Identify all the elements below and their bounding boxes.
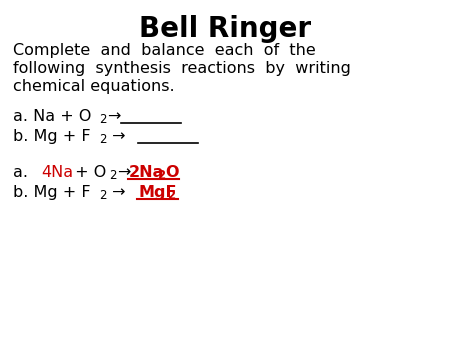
Text: 4Na: 4Na xyxy=(42,165,74,180)
Text: O: O xyxy=(165,165,179,180)
Text: 2: 2 xyxy=(157,169,166,182)
Text: 2: 2 xyxy=(109,169,117,182)
Text: 2: 2 xyxy=(99,189,107,202)
Text: 2: 2 xyxy=(99,113,107,126)
Text: Complete  and  balance  each  of  the: Complete and balance each of the xyxy=(13,43,316,58)
Text: + O: + O xyxy=(71,165,107,180)
Text: →: → xyxy=(108,129,131,144)
Text: b. Mg + F: b. Mg + F xyxy=(13,185,90,200)
Text: following  synthesis  reactions  by  writing: following synthesis reactions by writing xyxy=(13,61,351,76)
Text: b. Mg + F: b. Mg + F xyxy=(13,129,90,144)
Text: chemical equations.: chemical equations. xyxy=(13,79,175,94)
Text: MgF: MgF xyxy=(138,185,176,200)
Text: a. Na + O: a. Na + O xyxy=(13,109,91,124)
Text: →: → xyxy=(117,165,130,180)
Text: 2: 2 xyxy=(99,133,107,146)
Text: 2Na: 2Na xyxy=(129,165,164,180)
Text: a.: a. xyxy=(13,165,33,180)
Text: →: → xyxy=(108,185,131,200)
Text: →: → xyxy=(108,109,121,124)
Text: 2: 2 xyxy=(167,189,175,202)
Text: Bell Ringer: Bell Ringer xyxy=(139,15,311,43)
